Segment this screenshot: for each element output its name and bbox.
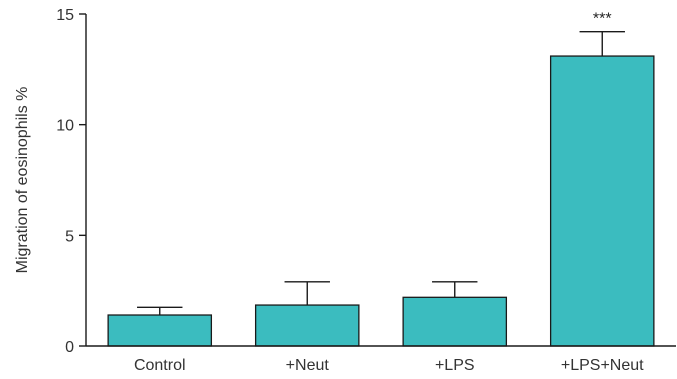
x-tick-label-1: +Neut (286, 357, 330, 374)
bar-group-2 (402, 281, 508, 347)
y-tick-label-10: 10 (56, 118, 74, 135)
y-tick-label-15: 15 (56, 7, 74, 24)
bar-0 (107, 314, 213, 347)
x-tick-label-0: Control (134, 357, 186, 374)
significance-label-3: *** (593, 11, 612, 28)
bar-2 (402, 296, 508, 347)
bar-3 (549, 55, 655, 347)
y-axis-label: Migration of eosinophils % (14, 87, 31, 274)
bar-group-3: *** (549, 11, 655, 347)
y-tick-label-5: 5 (65, 228, 74, 245)
x-axis-labels: Control +Neut +LPS +LPS+Neut (134, 357, 644, 374)
bar-1 (254, 304, 360, 347)
x-tick-label-2: +LPS (435, 357, 475, 374)
bars: *** (107, 11, 655, 347)
bar-group-1 (254, 281, 360, 347)
x-tick-label-3: +LPS+Neut (561, 357, 644, 374)
bar-group-0 (107, 306, 213, 347)
y-axis-ticks: 0 5 10 15 (56, 7, 86, 356)
y-tick-label-0: 0 (65, 339, 74, 356)
